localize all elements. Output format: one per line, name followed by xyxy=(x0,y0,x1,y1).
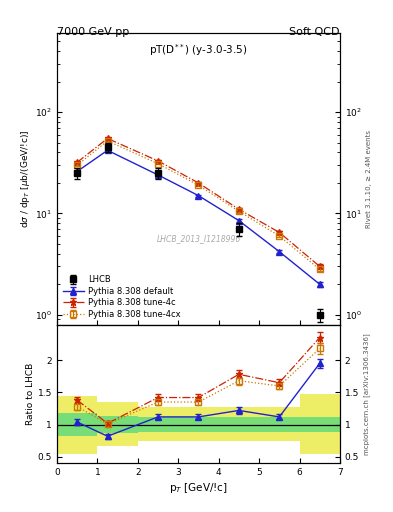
Text: LHCB_2013_I1218996: LHCB_2013_I1218996 xyxy=(156,234,241,243)
Text: 7000 GeV pp: 7000 GeV pp xyxy=(57,27,129,37)
Text: pT(D$^{**}$) (y-3.0-3.5): pT(D$^{**}$) (y-3.0-3.5) xyxy=(149,42,248,58)
Y-axis label: Rivet 3.1.10, ≥ 2.4M events: Rivet 3.1.10, ≥ 2.4M events xyxy=(366,130,372,228)
Y-axis label: Ratio to LHCB: Ratio to LHCB xyxy=(26,363,35,425)
X-axis label: p$_T$ [GeV/!c]: p$_T$ [GeV/!c] xyxy=(169,481,228,496)
Y-axis label: d$\sigma$ / dp$_T$ [$\mu$b/(GeV/!c)]: d$\sigma$ / dp$_T$ [$\mu$b/(GeV/!c)] xyxy=(19,130,32,228)
Y-axis label: mcplots.cern.ch [arXiv:1306.3436]: mcplots.cern.ch [arXiv:1306.3436] xyxy=(364,333,370,455)
Legend: LHCB, Pythia 8.308 default, Pythia 8.308 tune-4c, Pythia 8.308 tune-4cx: LHCB, Pythia 8.308 default, Pythia 8.308… xyxy=(61,273,182,321)
Text: Soft QCD: Soft QCD xyxy=(290,27,340,37)
